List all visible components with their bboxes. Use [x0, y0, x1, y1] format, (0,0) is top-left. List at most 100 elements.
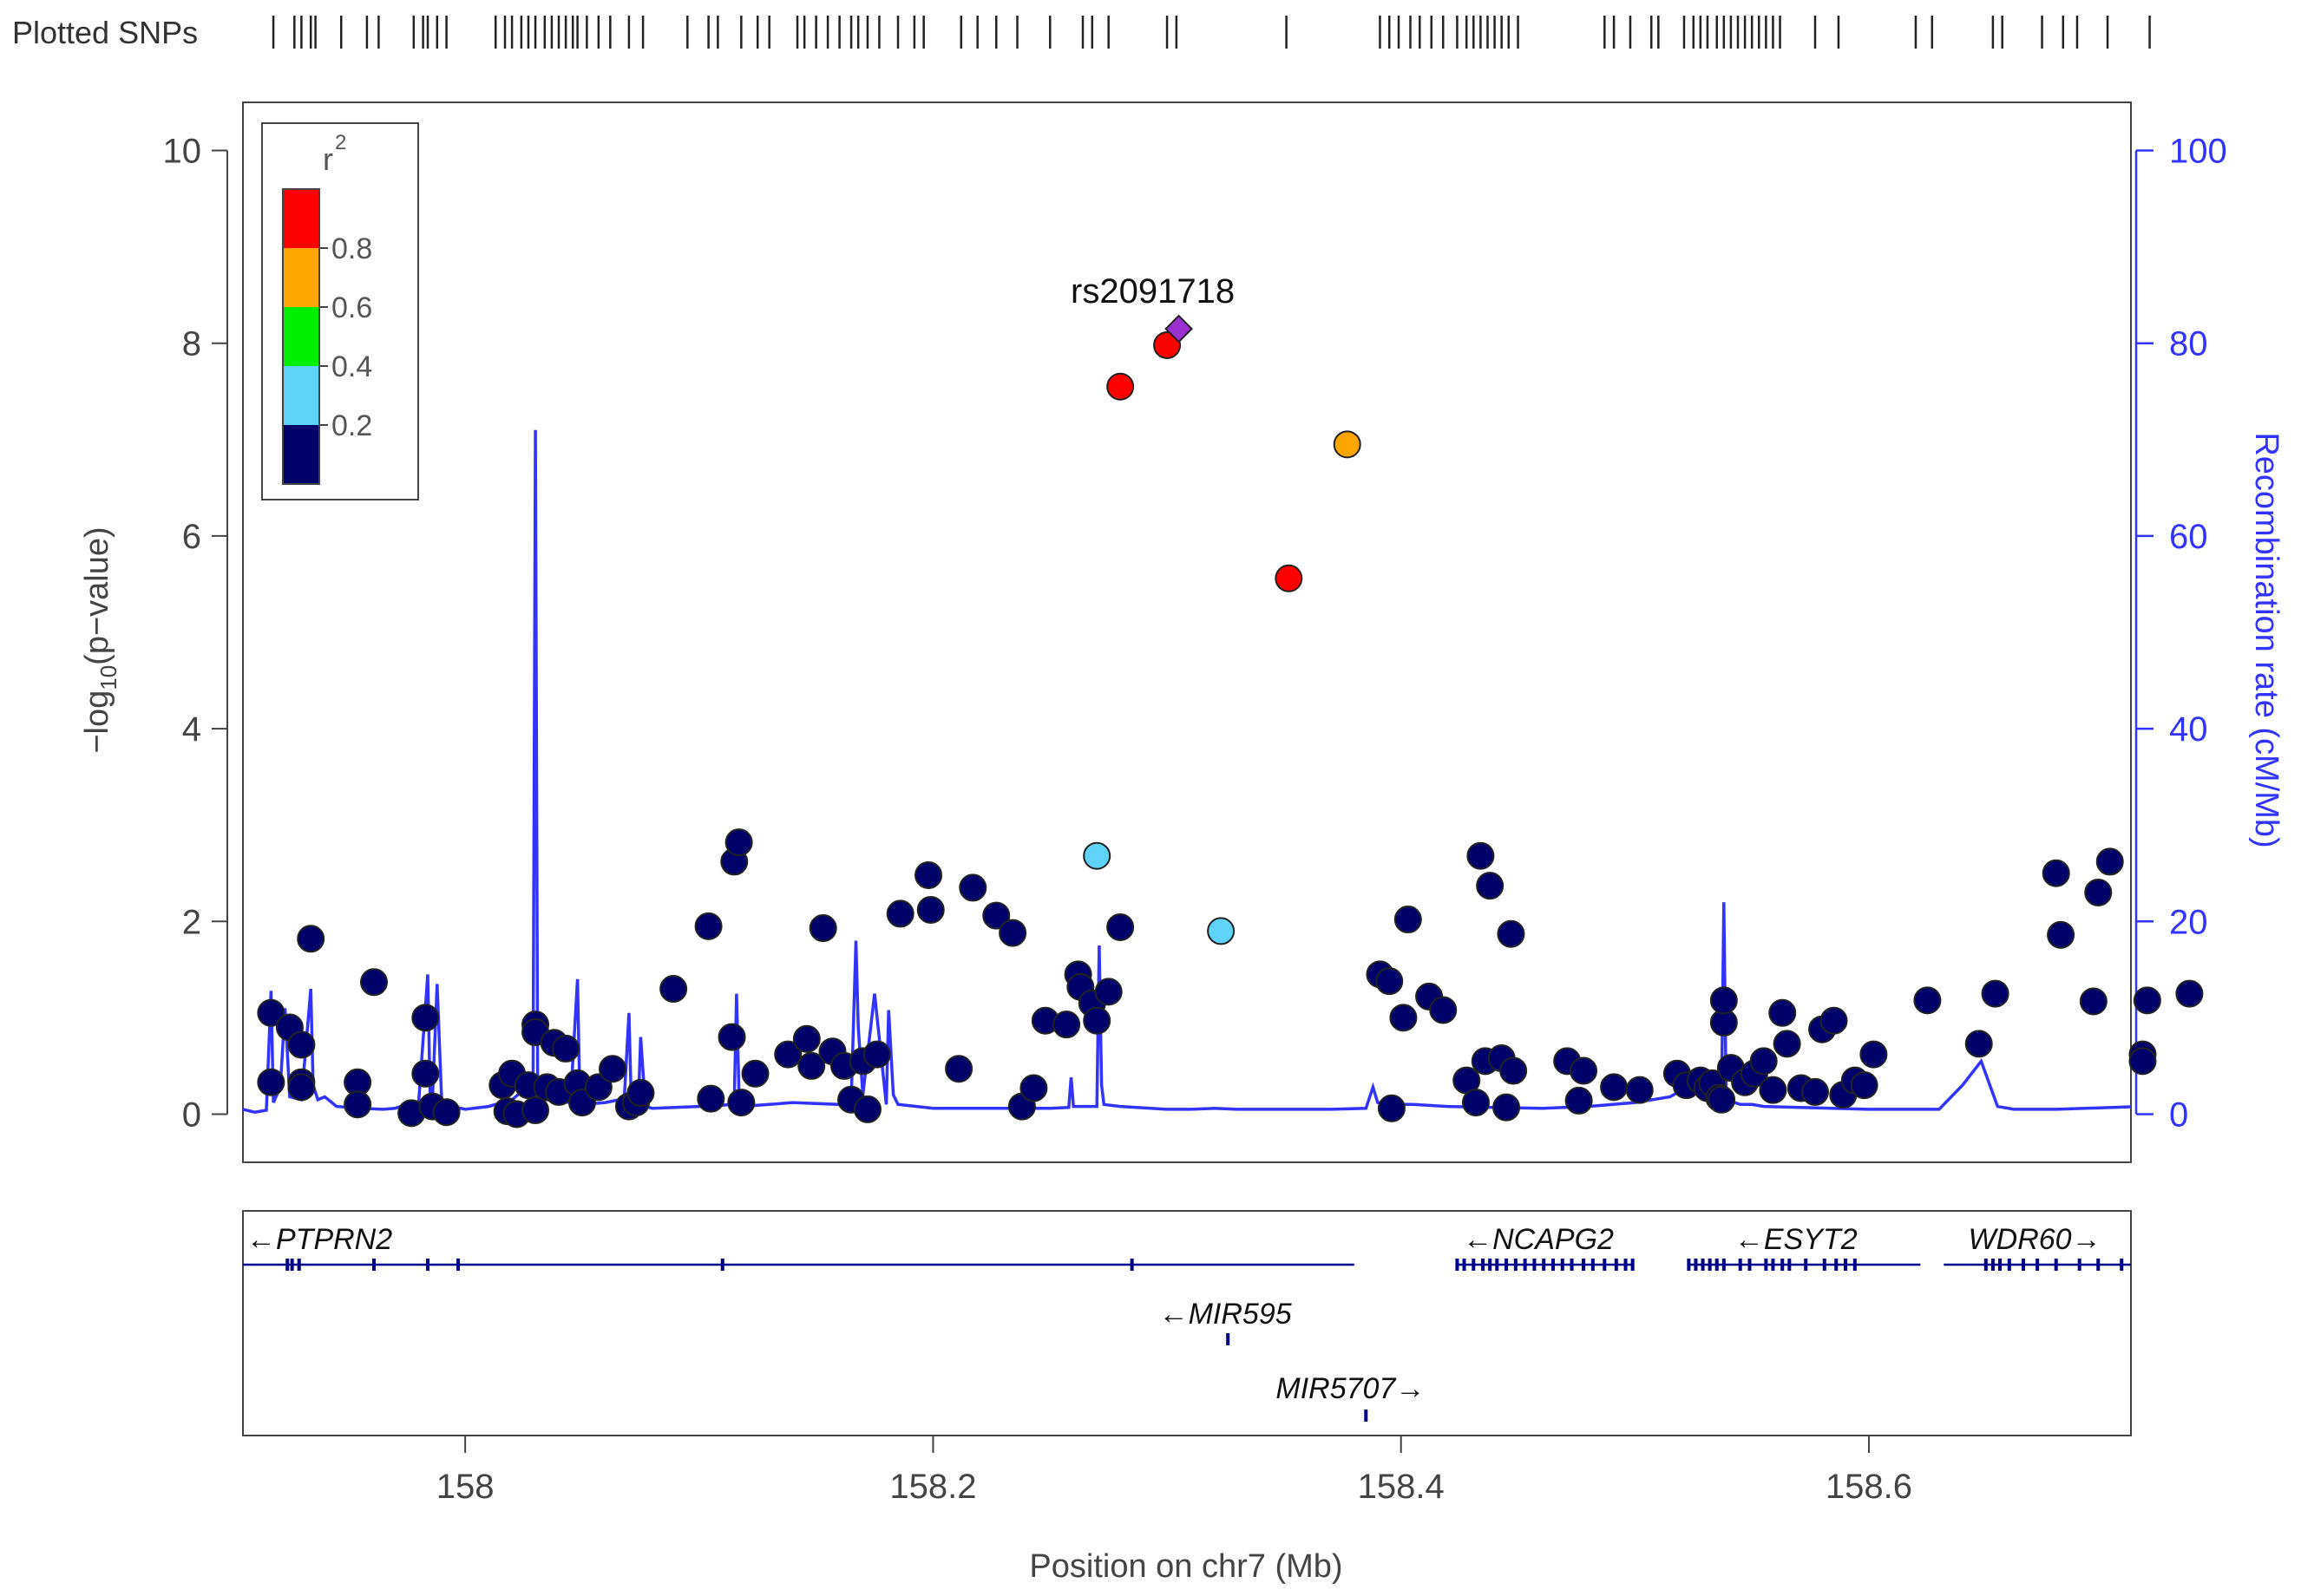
snp-point	[1564, 1086, 1593, 1115]
snp-point	[584, 1073, 613, 1102]
lead-snp-label: rs2091718	[1071, 272, 1235, 311]
legend-color-bin	[283, 366, 319, 425]
snp-point	[1083, 1006, 1111, 1035]
snp-point	[2133, 986, 2161, 1015]
legend-tick-label: 0.2	[331, 409, 372, 442]
legend-color-bin	[283, 425, 319, 484]
snp-points-layer	[257, 314, 2204, 1128]
gene-exon	[285, 1259, 290, 1271]
snp-point	[1768, 998, 1797, 1027]
gene-ncapg2: ←NCAPG2	[1455, 1223, 1635, 1271]
snp-point	[1333, 430, 1361, 459]
snp-point	[287, 1073, 316, 1102]
gene-exon	[1694, 1259, 1698, 1271]
snp-point	[1106, 372, 1135, 401]
snp-point	[792, 1024, 821, 1053]
snp-point	[1800, 1077, 1829, 1106]
gene-esyt2: ←ESYT2	[1687, 1223, 1921, 1271]
snp-point	[1773, 1030, 1801, 1058]
snp-point	[982, 901, 1011, 930]
snp-point	[999, 919, 1027, 947]
gene-exon	[297, 1259, 301, 1271]
x-tick-label: 158.6	[1826, 1468, 1912, 1506]
gene-exon	[2120, 1259, 2124, 1271]
plot-frame	[242, 101, 2132, 1163]
gene-exon	[1462, 1259, 1466, 1271]
gene-exon	[1630, 1259, 1635, 1271]
snp-point	[2047, 920, 2075, 949]
snp-point	[724, 828, 753, 857]
snp-point	[2042, 859, 2070, 887]
gene-label: ←PTPRN2	[246, 1223, 392, 1256]
gene-mir595: ←MIR595	[1159, 1298, 1292, 1345]
gene-exon	[1488, 1259, 1492, 1271]
gene-exon	[1623, 1259, 1628, 1271]
x-tick-label: 158.4	[1358, 1468, 1445, 1506]
snp-point	[359, 968, 388, 997]
snp-point	[1377, 1094, 1406, 1122]
snp-point	[1819, 1006, 1848, 1035]
snp-point	[1094, 978, 1123, 1006]
snp-point	[1275, 564, 1303, 592]
gene-exon	[1983, 1259, 1988, 1271]
snp-point	[2079, 987, 2108, 1016]
gene-exon	[1226, 1333, 1230, 1345]
gene-exon	[1990, 1259, 1995, 1271]
snp-point	[1859, 1040, 1888, 1069]
snp-point	[1570, 1056, 1598, 1085]
snp-point	[1600, 1073, 1629, 1102]
snp-point	[1052, 1011, 1081, 1039]
gene-exon	[371, 1259, 376, 1271]
gene-exon	[1550, 1259, 1555, 1271]
snp-point	[959, 873, 987, 902]
gene-exon	[1738, 1259, 1742, 1271]
legend-tick-label: 0.6	[331, 291, 372, 324]
snp-point	[1106, 912, 1135, 941]
legend-tick-label: 0.4	[331, 350, 372, 383]
right-axis-title: Recombination rate (cM/Mb)	[2248, 432, 2285, 847]
gene-exon	[1472, 1259, 1476, 1271]
snp-point	[862, 1040, 891, 1069]
gene-exon	[1582, 1259, 1586, 1271]
snp-point	[1083, 841, 1111, 870]
snp-point	[1709, 986, 1738, 1015]
y-tick-label: 6	[182, 518, 201, 556]
plotted-snps-label: Plotted SNPs	[12, 15, 198, 50]
gene-label: ←ESYT2	[1734, 1223, 1858, 1256]
snp-point	[797, 1051, 826, 1080]
snp-point	[297, 925, 325, 953]
snp-point	[411, 1059, 440, 1088]
gene-exon	[1495, 1259, 1499, 1271]
gene-exon	[1455, 1259, 1459, 1271]
snp-point	[1393, 906, 1422, 934]
snp-point	[1749, 1047, 1778, 1076]
gene-exon	[2021, 1259, 2025, 1271]
gene-exon	[1787, 1259, 1792, 1271]
y-tick-label: 2	[182, 903, 201, 941]
snp-point	[599, 1055, 627, 1083]
snp-point	[853, 1095, 882, 1123]
snp-point	[916, 895, 945, 924]
snp-point	[1850, 1071, 1878, 1100]
snp-point	[1913, 986, 1942, 1015]
snp-point	[697, 1084, 725, 1113]
gene-exon	[1822, 1259, 1826, 1271]
gene-ptprn2: ←PTPRN2	[243, 1223, 1354, 1271]
snp-point	[694, 912, 723, 940]
gene-exon	[2007, 1259, 2011, 1271]
gene-exon	[1998, 1259, 2003, 1271]
snp-point	[1153, 330, 1182, 359]
gene-exon	[1701, 1259, 1705, 1271]
snp-point	[741, 1059, 770, 1088]
snp-point	[886, 899, 914, 928]
gene-exon	[1364, 1410, 1368, 1422]
snp-point	[257, 1068, 285, 1096]
snp-point	[2175, 979, 2204, 1008]
r2-legend: r 2 0.8 0.6 0.4 0.2	[261, 122, 419, 500]
lead-snp-marker	[1164, 314, 1193, 343]
snp-point	[1476, 872, 1504, 900]
gene-exon	[2054, 1259, 2058, 1271]
legend-color-bin	[283, 248, 319, 307]
gene-exon	[1771, 1259, 1775, 1271]
gene-label: WDR60→	[1969, 1223, 2101, 1256]
